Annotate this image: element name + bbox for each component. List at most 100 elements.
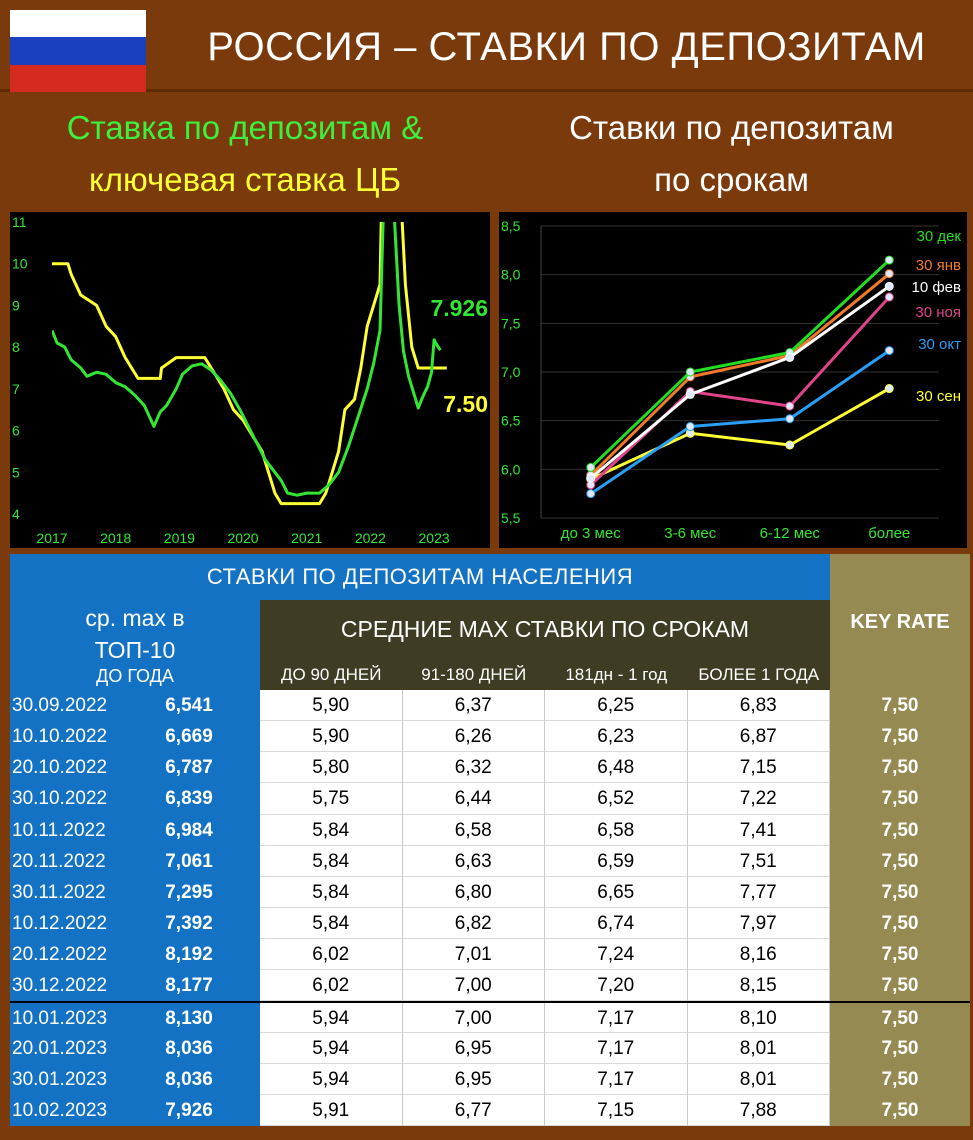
russia-flag-icon (10, 10, 146, 92)
y-tick-label: 4 (12, 506, 20, 522)
key-rate-header: KEY RATE (830, 554, 970, 690)
row-term-rate: 7,88 (687, 1094, 830, 1126)
x-tick-label: 2017 (36, 530, 67, 546)
row-term-rate: 6,37 (402, 690, 545, 722)
table-row: 10.10.2022 6,669 5,90 6,26 6,23 6,87 7,50 (10, 721, 970, 753)
row-term-rate: 6,65 (545, 876, 688, 908)
x-tick-label: до 3 мес (561, 525, 621, 542)
row-term-rate: 6,23 (545, 721, 688, 753)
table-row: 30.01.2023 8,036 5,94 6,95 7,17 8,01 7,50 (10, 1063, 970, 1095)
series-line (52, 222, 385, 497)
row-term-rate: 5,94 (260, 1032, 403, 1064)
series-line (589, 272, 891, 477)
row-term-rate: 8,10 (687, 1003, 830, 1033)
row-date: 30.01.2023 (10, 1063, 160, 1095)
y-tick-label: 7,5 (501, 315, 521, 331)
row-term-rate: 6,58 (402, 814, 545, 846)
row-key-rate: 7,50 (830, 783, 970, 815)
series-line (589, 349, 891, 495)
row-term-rate: 7,17 (545, 1003, 688, 1033)
x-tick-label: 3-6 мес (664, 525, 717, 542)
row-term-rate: 7,00 (402, 1003, 545, 1033)
y-tick-label: 11 (12, 214, 27, 230)
series-line (589, 285, 891, 480)
row-term-rate: 7,97 (687, 907, 830, 940)
row-term-rate: 6,26 (402, 721, 545, 753)
row-date: 30.12.2022 (10, 970, 160, 1002)
y-tick-label: 10 (12, 256, 28, 272)
row-term-rate: 7,00 (402, 970, 545, 1002)
legend-label: 30 сен (916, 388, 961, 405)
term-col-header: 181дн - 1 год (565, 665, 668, 684)
table-body: 30.09.2022 6,541 5,90 6,37 6,25 6,83 7,50 10.10… (10, 690, 970, 1126)
series-line (394, 222, 447, 370)
row-date: 20.01.2023 (10, 1032, 160, 1064)
series-point (785, 440, 795, 450)
row-term-rate: 6,02 (260, 970, 403, 1002)
series-point (884, 346, 894, 356)
row-term-rate: 5,84 (260, 845, 403, 877)
terms-header: СРЕДНИЕ MAX СТАВКИ ПО СРОКАМ ДО 90 ДНЕЙ … (260, 600, 830, 690)
legend-label: 30 янв (916, 257, 961, 274)
row-key-rate: 7,50 (830, 939, 970, 971)
row-date: 20.10.2022 (10, 752, 160, 784)
row-term-rate: 6,44 (402, 783, 545, 815)
deposit-rates-by-term-svg: 5,5 6,0 6,5 7,0 7,5 8,0 8,5 до 3 мес 3-6 мес 6-12… (501, 218, 961, 542)
row-date: 10.02.2023 (10, 1094, 160, 1126)
y-tick-label: 8,0 (501, 267, 521, 283)
table-row: 10.01.2023 8,130 5,94 7,00 7,17 8,10 7,50 (10, 1001, 970, 1033)
row-avg-top10: 8,130 (160, 1003, 260, 1033)
row-avg-top10: 6,984 (160, 814, 260, 846)
row-date: 10.12.2022 (10, 907, 160, 940)
y-tick-label: 6 (12, 423, 20, 439)
row-avg-top10: 6,669 (160, 721, 260, 753)
series-point (884, 281, 894, 291)
row-key-rate: 7,50 (830, 970, 970, 1002)
y-tick-label: 8 (12, 339, 20, 355)
row-date: 30.11.2022 (10, 876, 160, 908)
row-avg-top10: 6,787 (160, 752, 260, 784)
row-term-rate: 5,84 (260, 907, 403, 940)
row-avg-top10: 8,177 (160, 970, 260, 1002)
row-key-rate: 7,50 (830, 721, 970, 753)
avg-top10-header: ср. max в ТОП-10 ДО ГОДА (10, 600, 260, 690)
row-term-rate: 6,32 (402, 752, 545, 784)
row-term-rate: 8,15 (687, 970, 830, 1002)
series-line (590, 387, 891, 481)
row-term-rate: 6,74 (545, 907, 688, 940)
series-line (589, 296, 891, 486)
table-row: 10.11.2022 6,984 5,84 6,58 6,58 7,41 7,50 (10, 814, 970, 846)
row-term-rate: 8,16 (687, 939, 830, 971)
row-avg-top10: 7,392 (160, 907, 260, 940)
x-tick-label: 2018 (100, 530, 131, 546)
row-term-rate: 6,25 (545, 690, 688, 722)
row-term-rate: 6,48 (545, 752, 688, 784)
series-point (884, 269, 894, 279)
y-tick-label: 7,0 (501, 364, 521, 380)
table-title: СТАВКИ ПО ДЕПОЗИТАМ НАСЕЛЕНИЯ (10, 554, 830, 600)
y-tick-label: 9 (12, 297, 20, 313)
legend-label: 10 фев (911, 279, 961, 296)
row-term-rate: 5,90 (260, 721, 403, 753)
row-term-rate: 7,17 (545, 1032, 688, 1064)
left-subtitle-line1: Ставка по депозитам & (66, 109, 424, 146)
avg-header-line1: ср. max в (85, 605, 185, 631)
right-subtitle-line2: по срокам (654, 161, 809, 198)
series-point (785, 401, 795, 411)
row-avg-top10: 6,839 (160, 783, 260, 815)
x-tick-label: более (868, 525, 910, 542)
row-term-rate: 5,84 (260, 814, 403, 846)
table-row: 30.12.2022 8,177 6,02 7,00 7,20 8,15 7,50 (10, 970, 970, 1002)
row-avg-top10: 7,926 (160, 1094, 260, 1126)
page-title: РОССИЯ – СТАВКИ ПО ДЕПОЗИТАМ (207, 25, 926, 69)
row-key-rate: 7,50 (830, 876, 970, 908)
legend-label: 30 ноя (915, 304, 961, 321)
series-point (685, 389, 695, 399)
row-term-rate: 8,01 (687, 1063, 830, 1095)
right-subtitle: Ставки по депозитам по срокам (490, 98, 973, 210)
row-avg-top10: 7,295 (160, 876, 260, 908)
x-tick-label: 2019 (164, 530, 195, 546)
table-row: 30.11.2022 7,295 5,84 6,80 6,65 7,77 7,50 (10, 876, 970, 908)
series-line (589, 259, 891, 469)
row-term-rate: 6,80 (402, 876, 545, 908)
